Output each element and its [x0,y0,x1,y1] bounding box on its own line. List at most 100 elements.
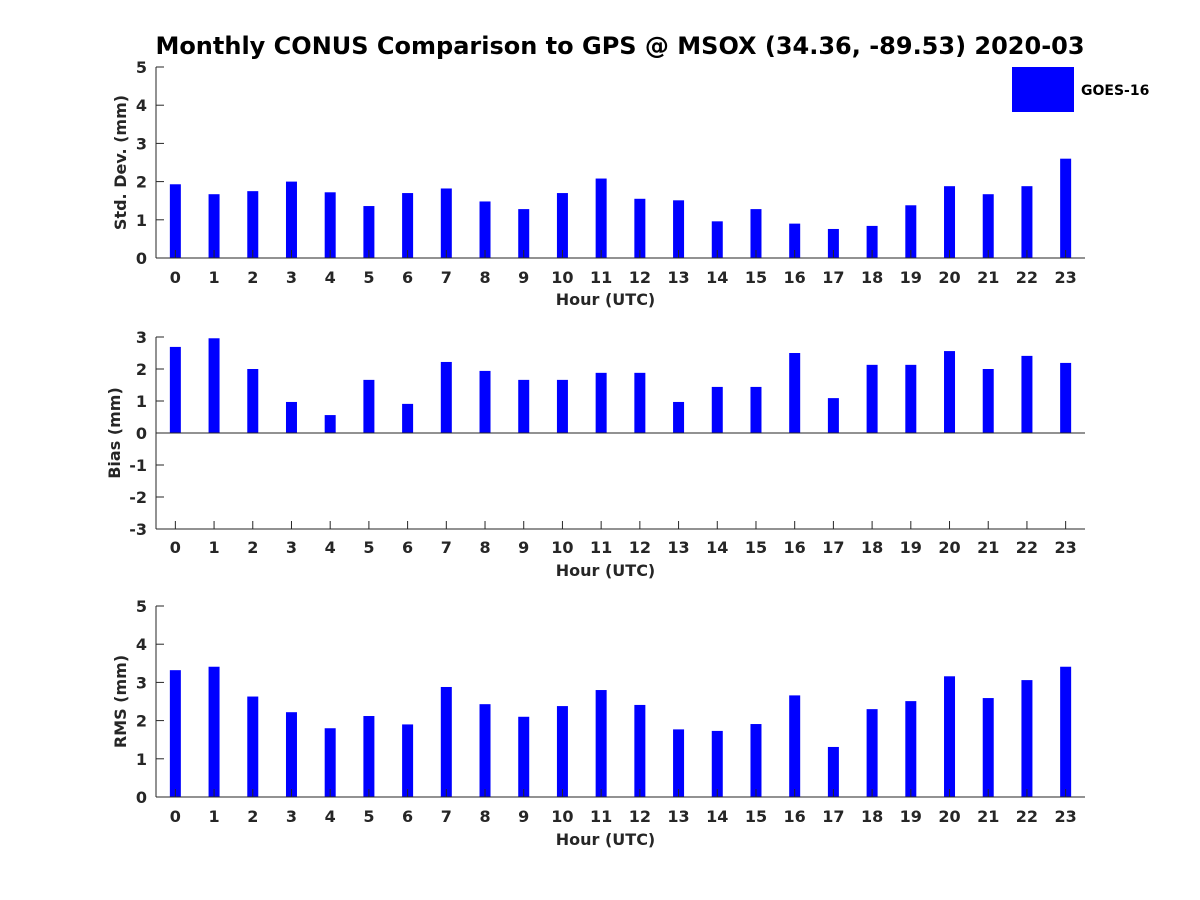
bar-std_dev-hour-10 [556,193,568,258]
std_dev-xtick-label: 18 [861,268,883,287]
bias-xtick-label: 23 [1055,538,1077,557]
std_dev-xtick-label: 17 [822,268,844,287]
bar-std_dev-hour-8 [479,201,491,258]
bar-bias-hour-2 [247,369,259,433]
std_dev-xtick-label: 23 [1055,268,1077,287]
bar-rms-hour-23 [1060,666,1072,797]
bar-bias-hour-1 [208,338,220,433]
bias-xtick-label: 14 [706,538,728,557]
bar-bias-hour-18 [866,364,878,433]
bar-rms-hour-5 [363,716,375,797]
bar-rms-hour-1 [208,666,220,797]
bar-std_dev-hour-19 [905,205,917,258]
bias-xtick-label: 3 [286,538,297,557]
bias-ytick-label: 2 [136,360,147,379]
bar-rms-hour-0 [169,670,181,797]
std_dev-xtick-label: 2 [247,268,258,287]
rms-xtick-label: 14 [706,807,728,826]
rms-xtick-label: 5 [363,807,374,826]
bar-rms-hour-18 [866,709,878,797]
rms-xtick-label: 8 [479,807,490,826]
bias-y-axis-label: Bias (mm) [105,387,124,479]
bias-ytick-label: 1 [136,392,147,411]
bar-bias-hour-14 [711,386,723,433]
bar-std_dev-hour-16 [789,223,801,258]
chart-title: Monthly CONUS Comparison to GPS @ MSOX (… [155,32,1084,60]
bar-std_dev-hour-0 [169,184,181,258]
std_dev-xtick-label: 15 [745,268,767,287]
std_dev-xtick-label: 11 [590,268,612,287]
bar-bias-hour-5 [363,379,375,433]
rms-xtick-label: 18 [861,807,883,826]
rms-xtick-label: 10 [551,807,573,826]
rms-xtick-label: 7 [441,807,452,826]
bar-rms-hour-14 [711,730,723,797]
rms-y-axis-label: RMS (mm) [111,655,130,748]
bias-xtick-label: 17 [822,538,844,557]
std_dev-xtick-label: 8 [479,268,490,287]
bias-ytick-label: 0 [136,424,147,443]
bar-std_dev-hour-14 [711,221,723,258]
bar-std_dev-hour-1 [208,194,220,258]
bar-bias-hour-3 [285,401,297,433]
legend-label: GOES-16 [1081,83,1149,99]
bar-bias-hour-11 [595,372,607,433]
bar-rms-hour-16 [789,695,801,797]
bar-std_dev-hour-18 [866,225,878,258]
bar-std_dev-hour-13 [673,200,685,258]
rms-xtick-label: 3 [286,807,297,826]
std_dev-xtick-label: 12 [629,268,651,287]
rms-xtick-label: 6 [402,807,413,826]
std_dev-ytick-label: 2 [136,173,147,192]
rms-xtick-label: 9 [518,807,529,826]
std_dev-xtick-label: 21 [977,268,999,287]
std_dev-xtick-label: 13 [667,268,689,287]
bias-xtick-label: 7 [441,538,452,557]
bar-bias-hour-21 [982,369,994,433]
bar-bias-hour-23 [1060,362,1072,433]
bar-bias-hour-13 [673,401,685,433]
bias-xtick-label: 16 [784,538,806,557]
bias-xtick-label: 5 [363,538,374,557]
std_dev-ytick-label: 3 [136,134,147,153]
bias-xtick-label: 10 [551,538,573,557]
bar-bias-hour-15 [750,386,762,433]
bar-std_dev-hour-21 [982,194,994,258]
rms-xtick-label: 20 [938,807,960,826]
bias-xtick-label: 4 [325,538,336,557]
bias-xtick-label: 2 [247,538,258,557]
bar-rms-hour-19 [905,701,917,797]
bar-bias-hour-20 [944,351,956,433]
bar-rms-hour-8 [479,704,491,797]
bar-bias-hour-12 [634,372,646,433]
std_dev-xtick-label: 6 [402,268,413,287]
std_dev-xtick-label: 5 [363,268,374,287]
bias-ytick-label: -2 [129,488,147,507]
bar-rms-hour-4 [324,728,336,797]
bias-xtick-label: 18 [861,538,883,557]
rms-xtick-label: 16 [784,807,806,826]
rms-xtick-label: 4 [325,807,336,826]
bar-rms-hour-10 [556,706,568,797]
bar-rms-hour-2 [247,696,259,797]
bar-bias-hour-22 [1021,355,1033,433]
rms-xtick-label: 11 [590,807,612,826]
bar-bias-hour-10 [556,379,568,433]
bar-std_dev-hour-22 [1021,186,1033,258]
std_dev-xtick-label: 16 [784,268,806,287]
bias-xtick-label: 6 [402,538,413,557]
std_dev-xtick-label: 14 [706,268,728,287]
bar-bias-hour-8 [479,370,491,433]
legend: GOES-16 [1012,67,1149,112]
bar-rms-hour-22 [1021,680,1033,797]
bar-bias-hour-17 [827,398,839,433]
bias-xtick-label: 11 [590,538,612,557]
bar-bias-hour-0 [169,346,181,433]
bar-rms-hour-15 [750,724,762,797]
bar-bias-hour-9 [518,379,530,433]
std_dev-ytick-label: 5 [136,58,147,77]
bias-xtick-label: 8 [479,538,490,557]
